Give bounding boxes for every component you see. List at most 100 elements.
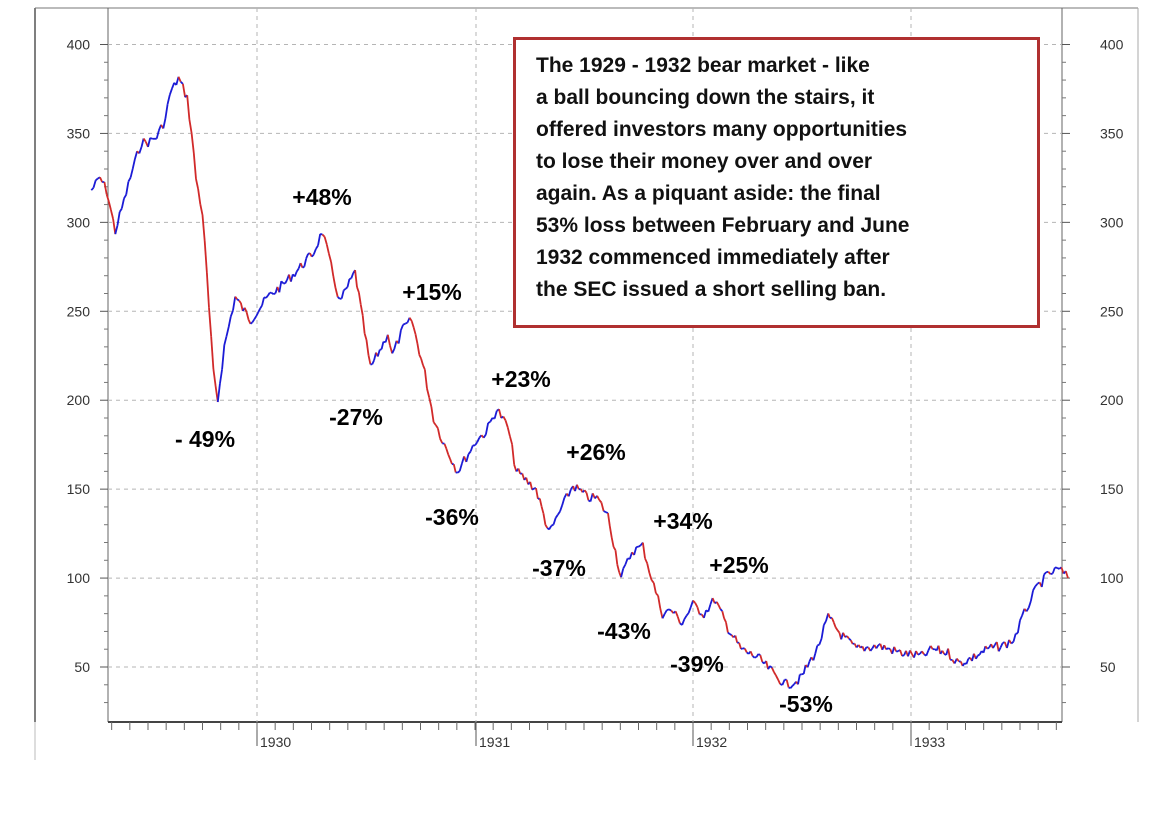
series-segment <box>921 650 925 655</box>
series-segment <box>610 537 615 548</box>
series-segment <box>557 511 561 516</box>
series-segment <box>442 442 445 445</box>
series-segment <box>206 272 210 308</box>
series-segment <box>380 341 385 350</box>
series-segment <box>1064 570 1069 579</box>
series-segment <box>538 498 543 507</box>
series-segment <box>426 388 431 398</box>
series-segment <box>166 94 171 105</box>
series-segment <box>367 355 372 365</box>
series-segment <box>131 158 136 170</box>
series-segment <box>947 648 952 660</box>
series-segment <box>657 595 662 609</box>
annotation-note-line: the SEC issued a short selling ban. <box>536 278 887 301</box>
series-segment <box>806 661 811 668</box>
series-segment <box>956 658 960 663</box>
series-segment <box>820 624 825 639</box>
series-segment <box>729 633 733 636</box>
series-segment <box>765 660 769 670</box>
series-segment <box>769 665 773 669</box>
series-segment <box>410 320 415 328</box>
series-segment <box>149 137 153 140</box>
series-segment <box>676 616 681 624</box>
series-segment <box>869 647 874 652</box>
series-segment <box>249 321 253 325</box>
series-segment <box>188 119 193 134</box>
y-tick-label: 50 <box>74 659 90 675</box>
series-segment <box>899 649 903 657</box>
annotation-label: -39% <box>670 651 724 677</box>
series-segment <box>127 177 132 183</box>
series-segment <box>295 268 300 273</box>
series-segment <box>915 650 919 656</box>
series-segment <box>827 613 831 619</box>
series-segment <box>517 468 522 475</box>
series-segment <box>1015 632 1019 635</box>
series-segment <box>208 307 213 337</box>
series-segment <box>363 333 368 341</box>
series-segment <box>544 524 549 529</box>
series-segment <box>400 324 404 331</box>
annotation-label: +34% <box>653 508 712 534</box>
series-segment <box>612 546 617 551</box>
series-segment <box>997 646 1002 652</box>
series-segment <box>99 176 104 183</box>
series-segment <box>725 622 729 633</box>
series-segment <box>1047 571 1052 575</box>
annotation-label: +25% <box>709 552 768 578</box>
series-segment <box>216 383 221 403</box>
series-segment <box>734 635 739 643</box>
series-segment <box>467 450 472 455</box>
series-segment <box>771 667 775 673</box>
series-segment <box>823 620 827 626</box>
series-segment <box>263 296 267 299</box>
series-segment <box>465 453 470 463</box>
series-segment <box>814 645 819 654</box>
series-segment <box>492 417 495 420</box>
series-segment <box>307 252 311 255</box>
series-segment <box>999 642 1004 648</box>
annotation-label: -36% <box>425 504 479 530</box>
series-segment <box>1056 567 1060 570</box>
series-segment <box>633 546 638 556</box>
series-segment <box>738 642 742 650</box>
series-segment <box>836 629 841 634</box>
series-segment <box>668 608 672 612</box>
series-segment <box>661 613 666 619</box>
series-segment <box>379 348 382 351</box>
series-segment <box>754 656 757 659</box>
series-segment <box>567 489 572 497</box>
series-segment <box>600 502 605 512</box>
series-segment <box>1012 633 1017 642</box>
annotation-label: +23% <box>491 366 550 392</box>
series-segment <box>1021 608 1026 616</box>
series-segment <box>607 512 611 527</box>
series-segment <box>620 568 625 578</box>
series-segment <box>123 194 127 199</box>
series-segment <box>655 592 659 597</box>
y-tick-label: 200 <box>1100 392 1124 408</box>
series-segment <box>103 181 108 195</box>
series-segment <box>749 650 754 657</box>
annotation-note-line: again. As a piquant aside: the final <box>536 182 881 205</box>
series-segment <box>418 354 422 359</box>
series-segment <box>319 233 323 236</box>
series-segment <box>359 304 364 316</box>
series-segment <box>105 193 110 202</box>
series-segment <box>775 674 779 680</box>
series-segment <box>638 544 642 548</box>
series-segment <box>343 288 347 292</box>
series-segment <box>116 211 121 226</box>
y-tick-label: 400 <box>67 36 91 52</box>
series-segment <box>605 511 609 514</box>
series-segment <box>986 646 990 650</box>
x-tick-label: 1933 <box>914 734 945 750</box>
series-segment <box>909 649 913 655</box>
annotation-note-line: to lose their money over and over <box>536 150 873 173</box>
series-segment <box>797 674 801 685</box>
x-tick-label: 1931 <box>479 734 510 750</box>
series-segment <box>134 150 138 160</box>
series-segment <box>422 364 426 371</box>
series-segment <box>273 292 276 295</box>
series-segment <box>925 649 930 657</box>
